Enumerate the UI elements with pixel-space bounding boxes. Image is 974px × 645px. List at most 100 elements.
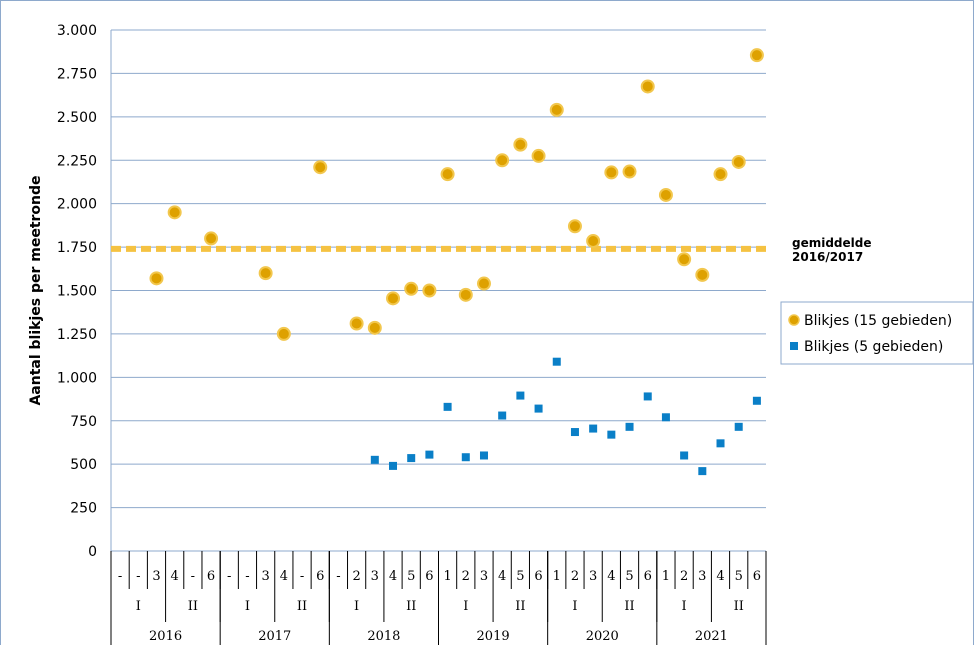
x-group-label: I: [354, 599, 359, 614]
point-15-gebieden: [713, 167, 728, 182]
point-15-gebieden: [458, 287, 473, 302]
average-label: gemiddelde 2016/2017: [792, 236, 872, 264]
x-axis-categories: - -3 4-6- -3 4-6-2 3 4 5 6 1 2 3 4 5 6 1 2 3 4 5 6 1 2 3 4 5 6I II I…: [110, 551, 767, 645]
point-5-gebieden: [425, 450, 434, 459]
y-tick-label: 2.500: [57, 110, 97, 126]
x-group-label: I: [136, 599, 141, 614]
point-15-gebieden: [622, 164, 637, 179]
point-15-gebieden: [349, 316, 364, 331]
x-group-label: II: [624, 599, 634, 614]
x-tick-label: 1: [553, 569, 561, 584]
x-group-label: II: [188, 599, 198, 614]
data-points: [149, 48, 764, 476]
point-15-gebieden: [167, 205, 182, 220]
x-tick-label: 4: [607, 569, 615, 584]
x-tick-label: 2: [680, 569, 688, 584]
y-tick-label: 2.750: [57, 66, 97, 82]
point-15-gebieden: [531, 148, 546, 163]
x-tick-label: 4: [280, 569, 288, 584]
x-tick-label: -: [336, 569, 340, 584]
x-tick-label: 3: [371, 569, 379, 584]
y-tick-label: 2.250: [57, 153, 97, 169]
x-tick-label: 3: [698, 569, 706, 584]
point-15-gebieden: [204, 231, 219, 246]
point-5-gebieden: [589, 424, 598, 433]
point-5-gebieden: [407, 454, 416, 463]
y-tick-label: 500: [70, 457, 97, 473]
point-5-gebieden: [607, 430, 616, 439]
x-tick-label: 4: [389, 569, 397, 584]
y-tick-label: 0: [88, 544, 97, 560]
point-5-gebieden: [661, 413, 670, 422]
y-tick-label: 1.250: [57, 327, 97, 343]
x-tick-label: 6: [316, 569, 324, 584]
point-15-gebieden: [313, 160, 328, 175]
point-15-gebieden: [495, 153, 510, 168]
x-tick-label: 3: [262, 569, 270, 584]
x-tick-label: 4: [716, 569, 724, 584]
point-15-gebieden: [404, 281, 419, 296]
x-year-label: 2019: [477, 629, 510, 644]
point-5-gebieden: [734, 422, 743, 431]
point-5-gebieden: [443, 402, 452, 411]
x-tick-label: 6: [425, 569, 433, 584]
x-tick-label: 3: [589, 569, 597, 584]
x-tick-label: 2: [462, 569, 470, 584]
x-year-label: 2016: [149, 629, 182, 644]
x-tick-label: -: [245, 569, 249, 584]
legend-label-5-gebieden: Blikjes (5 gebieden): [804, 339, 943, 355]
x-tick-label: 5: [407, 569, 415, 584]
x-tick-label: 6: [753, 569, 761, 584]
point-15-gebieden: [640, 79, 655, 94]
average-label-line2: 2016/2017: [792, 250, 863, 264]
x-tick-label: 2: [352, 569, 360, 584]
gridlines: [111, 29, 766, 552]
point-5-gebieden: [479, 451, 488, 460]
y-axis-label: Aantal blikjes per meetronde: [28, 175, 44, 405]
x-group-label: I: [682, 599, 687, 614]
point-15-gebieden: [149, 271, 164, 286]
x-group-label: I: [245, 599, 250, 614]
point-15-gebieden: [386, 291, 401, 306]
point-5-gebieden: [625, 422, 634, 431]
x-tick-label: -: [136, 569, 140, 584]
legend-marker-5-gebieden: [790, 342, 798, 350]
legend: Blikjes (15 gebieden) Blikjes (5 gebiede…: [780, 301, 974, 365]
x-year-label: 2021: [695, 629, 728, 644]
x-tick-label: 3: [480, 569, 488, 584]
point-15-gebieden: [658, 187, 673, 202]
point-15-gebieden: [476, 276, 491, 291]
x-tick-label: 6: [207, 569, 215, 584]
legend-label-15-gebieden: Blikjes (15 gebieden): [804, 313, 952, 329]
point-5-gebieden: [716, 439, 725, 448]
point-15-gebieden: [749, 48, 764, 63]
point-15-gebieden: [440, 167, 455, 182]
point-15-gebieden: [677, 252, 692, 267]
x-group-label: II: [515, 599, 525, 614]
x-tick-label: -: [227, 569, 231, 584]
x-year-label: 2020: [586, 629, 619, 644]
x-group-label: II: [406, 599, 416, 614]
point-5-gebieden: [752, 396, 761, 405]
x-group-label: I: [572, 599, 577, 614]
point-5-gebieden: [534, 404, 543, 413]
y-tick-labels: 0 250 500 750 1.000 1.250 1.500 1.750 2.000 2.250…: [57, 23, 97, 560]
legend-box: [780, 301, 974, 365]
point-15-gebieden: [422, 283, 437, 298]
x-tick-label: 3: [152, 569, 160, 584]
y-tick-label: 3.000: [57, 23, 97, 39]
y-tick-label: 1.500: [57, 284, 97, 300]
point-5-gebieden: [498, 411, 507, 420]
x-tick-label: 6: [534, 569, 542, 584]
x-year-label: 2018: [367, 629, 400, 644]
average-label-line1: gemiddelde: [792, 236, 872, 250]
x-group-label: I: [463, 599, 468, 614]
x-group-label: II: [734, 599, 744, 614]
point-15-gebieden: [695, 267, 710, 282]
x-tick-label: -: [191, 569, 195, 584]
x-year-label: 2017: [258, 629, 291, 644]
point-5-gebieden: [389, 461, 398, 470]
point-15-gebieden: [731, 154, 746, 169]
point-5-gebieden: [570, 428, 579, 437]
